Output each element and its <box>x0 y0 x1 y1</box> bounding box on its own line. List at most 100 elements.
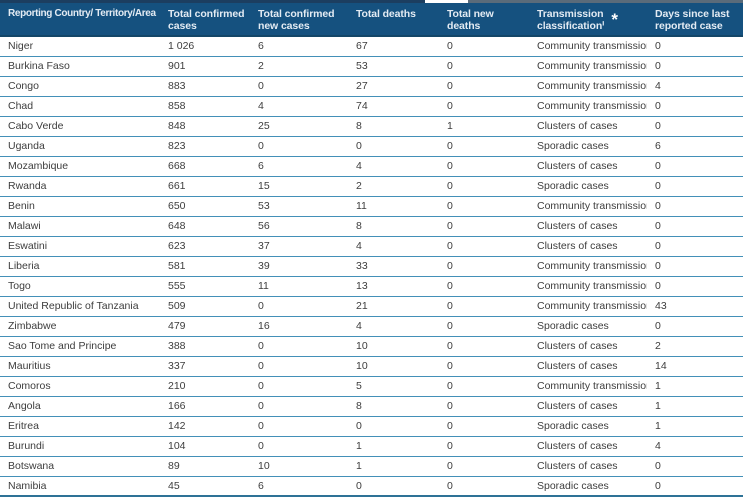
cell-total-new-deaths: 0 <box>439 316 529 337</box>
country-cell: Niger <box>0 36 160 57</box>
column-header-total-deaths: Total deaths <box>348 3 439 37</box>
cell-transmission-classification: Clusters of cases <box>529 236 647 257</box>
cell-total-confirmed-cases: 901 <box>160 56 250 77</box>
table-row: Congo 883 0 27 0 Community transmission 4 <box>0 76 743 97</box>
cell-total-new-deaths: 0 <box>439 456 529 477</box>
cell-total-new-deaths: 0 <box>439 416 529 437</box>
cell-days-since-last-reported-case: 4 <box>647 76 743 97</box>
table-row: Niger 1 026 6 67 0 Community transmission 0 <box>0 36 743 57</box>
cell-total-confirmed-new-cases: 15 <box>250 176 348 197</box>
country-cell: Zimbabwe <box>0 316 160 337</box>
cell-transmission-classification: Community transmission <box>529 376 647 397</box>
table-row: Eritrea 142 0 0 0 Sporadic cases 1 <box>0 416 743 437</box>
country-cell: Benin <box>0 196 160 217</box>
cell-total-new-deaths: 0 <box>439 96 529 117</box>
cell-total-confirmed-cases: 142 <box>160 416 250 437</box>
cell-total-deaths: 8 <box>348 396 439 417</box>
cell-transmission-classification: Sporadic cases <box>529 176 647 197</box>
table-row: Liberia 581 39 33 0 Community transmission 0 <box>0 256 743 277</box>
table-body: Niger 1 026 6 67 0 Community transmission 0 Bur… <box>0 36 743 497</box>
table-row: Angola 166 0 8 0 Clusters of cases 1 <box>0 396 743 417</box>
cell-days-since-last-reported-case: 0 <box>647 476 743 497</box>
cell-transmission-classification: Clusters of cases <box>529 156 647 177</box>
cell-total-new-deaths: 0 <box>439 356 529 377</box>
cell-total-confirmed-cases: 648 <box>160 216 250 237</box>
table-row: Rwanda 661 15 2 0 Sporadic cases 0 <box>0 176 743 197</box>
column-header-label: Total confirmed cases <box>168 8 245 32</box>
cell-total-confirmed-cases: 45 <box>160 476 250 497</box>
cell-days-since-last-reported-case: 14 <box>647 356 743 377</box>
cell-total-deaths: 67 <box>348 36 439 57</box>
cell-days-since-last-reported-case: 4 <box>647 436 743 457</box>
cell-total-confirmed-new-cases: 0 <box>250 296 348 317</box>
column-header-country: Reporting Country/ Territory/Area <box>0 3 160 37</box>
cell-transmission-classification: Community transmission <box>529 276 647 297</box>
top-edge-white-notch <box>425 0 468 3</box>
cell-transmission-classification: Sporadic cases <box>529 416 647 437</box>
covid-situation-table: Reporting Country/ Territory/Area Total c… <box>0 3 743 497</box>
cell-total-deaths: 10 <box>348 336 439 357</box>
cell-total-new-deaths: 0 <box>439 136 529 157</box>
cell-total-confirmed-cases: 848 <box>160 116 250 137</box>
column-header-label: Transmission classificationⁱ <box>537 8 605 32</box>
cell-total-confirmed-new-cases: 0 <box>250 136 348 157</box>
country-cell: Mauritius <box>0 356 160 377</box>
cell-total-confirmed-cases: 623 <box>160 236 250 257</box>
cell-total-new-deaths: 0 <box>439 76 529 97</box>
cell-total-confirmed-cases: 337 <box>160 356 250 377</box>
cell-days-since-last-reported-case: 1 <box>647 396 743 417</box>
table-row: Burundi 104 0 1 0 Clusters of cases 4 <box>0 436 743 457</box>
cell-total-confirmed-new-cases: 6 <box>250 476 348 497</box>
cell-total-confirmed-new-cases: 53 <box>250 196 348 217</box>
column-header-label: Days since last reported case <box>655 8 730 32</box>
cell-transmission-classification: Clusters of cases <box>529 116 647 137</box>
cell-total-confirmed-new-cases: 0 <box>250 396 348 417</box>
cell-total-confirmed-cases: 210 <box>160 376 250 397</box>
cell-days-since-last-reported-case: 0 <box>647 196 743 217</box>
cell-total-confirmed-new-cases: 0 <box>250 76 348 97</box>
column-header-content: Transmission classificationⁱ * <box>537 8 645 32</box>
cell-transmission-classification: Sporadic cases <box>529 316 647 337</box>
cell-total-confirmed-cases: 650 <box>160 196 250 217</box>
table-row: Malawi 648 56 8 0 Clusters of cases 0 <box>0 216 743 237</box>
cell-total-new-deaths: 0 <box>439 156 529 177</box>
table-row: Togo 555 11 13 0 Community transmission 0 <box>0 276 743 297</box>
cell-total-confirmed-cases: 166 <box>160 396 250 417</box>
cell-days-since-last-reported-case: 2 <box>647 336 743 357</box>
cell-total-deaths: 11 <box>348 196 439 217</box>
top-edge-left-segment <box>0 0 425 3</box>
cell-total-new-deaths: 0 <box>439 56 529 77</box>
cell-days-since-last-reported-case: 0 <box>647 456 743 477</box>
cell-total-confirmed-new-cases: 10 <box>250 456 348 477</box>
cell-total-new-deaths: 0 <box>439 196 529 217</box>
table-row: Comoros 210 0 5 0 Community transmission 1 <box>0 376 743 397</box>
cell-total-deaths: 74 <box>348 96 439 117</box>
column-header-content: Total deaths <box>356 8 437 20</box>
table-row: Mauritius 337 0 10 0 Clusters of cases 14 <box>0 356 743 377</box>
country-cell: Chad <box>0 96 160 117</box>
column-header-total-new-deaths: Total new deaths <box>439 3 529 37</box>
cell-total-confirmed-new-cases: 11 <box>250 276 348 297</box>
cell-total-new-deaths: 0 <box>439 396 529 417</box>
country-cell: Comoros <box>0 376 160 397</box>
cell-total-deaths: 21 <box>348 296 439 317</box>
cell-days-since-last-reported-case: 0 <box>647 56 743 77</box>
cell-days-since-last-reported-case: 0 <box>647 116 743 137</box>
country-cell: Cabo Verde <box>0 116 160 137</box>
cell-total-confirmed-cases: 479 <box>160 316 250 337</box>
cell-days-since-last-reported-case: 0 <box>647 36 743 57</box>
cell-days-since-last-reported-case: 1 <box>647 376 743 397</box>
cell-total-deaths: 10 <box>348 356 439 377</box>
cell-total-confirmed-new-cases: 0 <box>250 356 348 377</box>
cell-total-new-deaths: 0 <box>439 216 529 237</box>
column-header-content: Days since last reported case <box>655 8 741 32</box>
cell-days-since-last-reported-case: 6 <box>647 136 743 157</box>
table-row: Uganda 823 0 0 0 Sporadic cases 6 <box>0 136 743 157</box>
cell-total-deaths: 4 <box>348 236 439 257</box>
table-row: Sao Tome and Principe 388 0 10 0 Clusters of … <box>0 336 743 357</box>
cell-total-deaths: 1 <box>348 456 439 477</box>
cell-total-deaths: 8 <box>348 216 439 237</box>
cell-transmission-classification: Sporadic cases <box>529 476 647 497</box>
cell-total-confirmed-new-cases: 2 <box>250 56 348 77</box>
